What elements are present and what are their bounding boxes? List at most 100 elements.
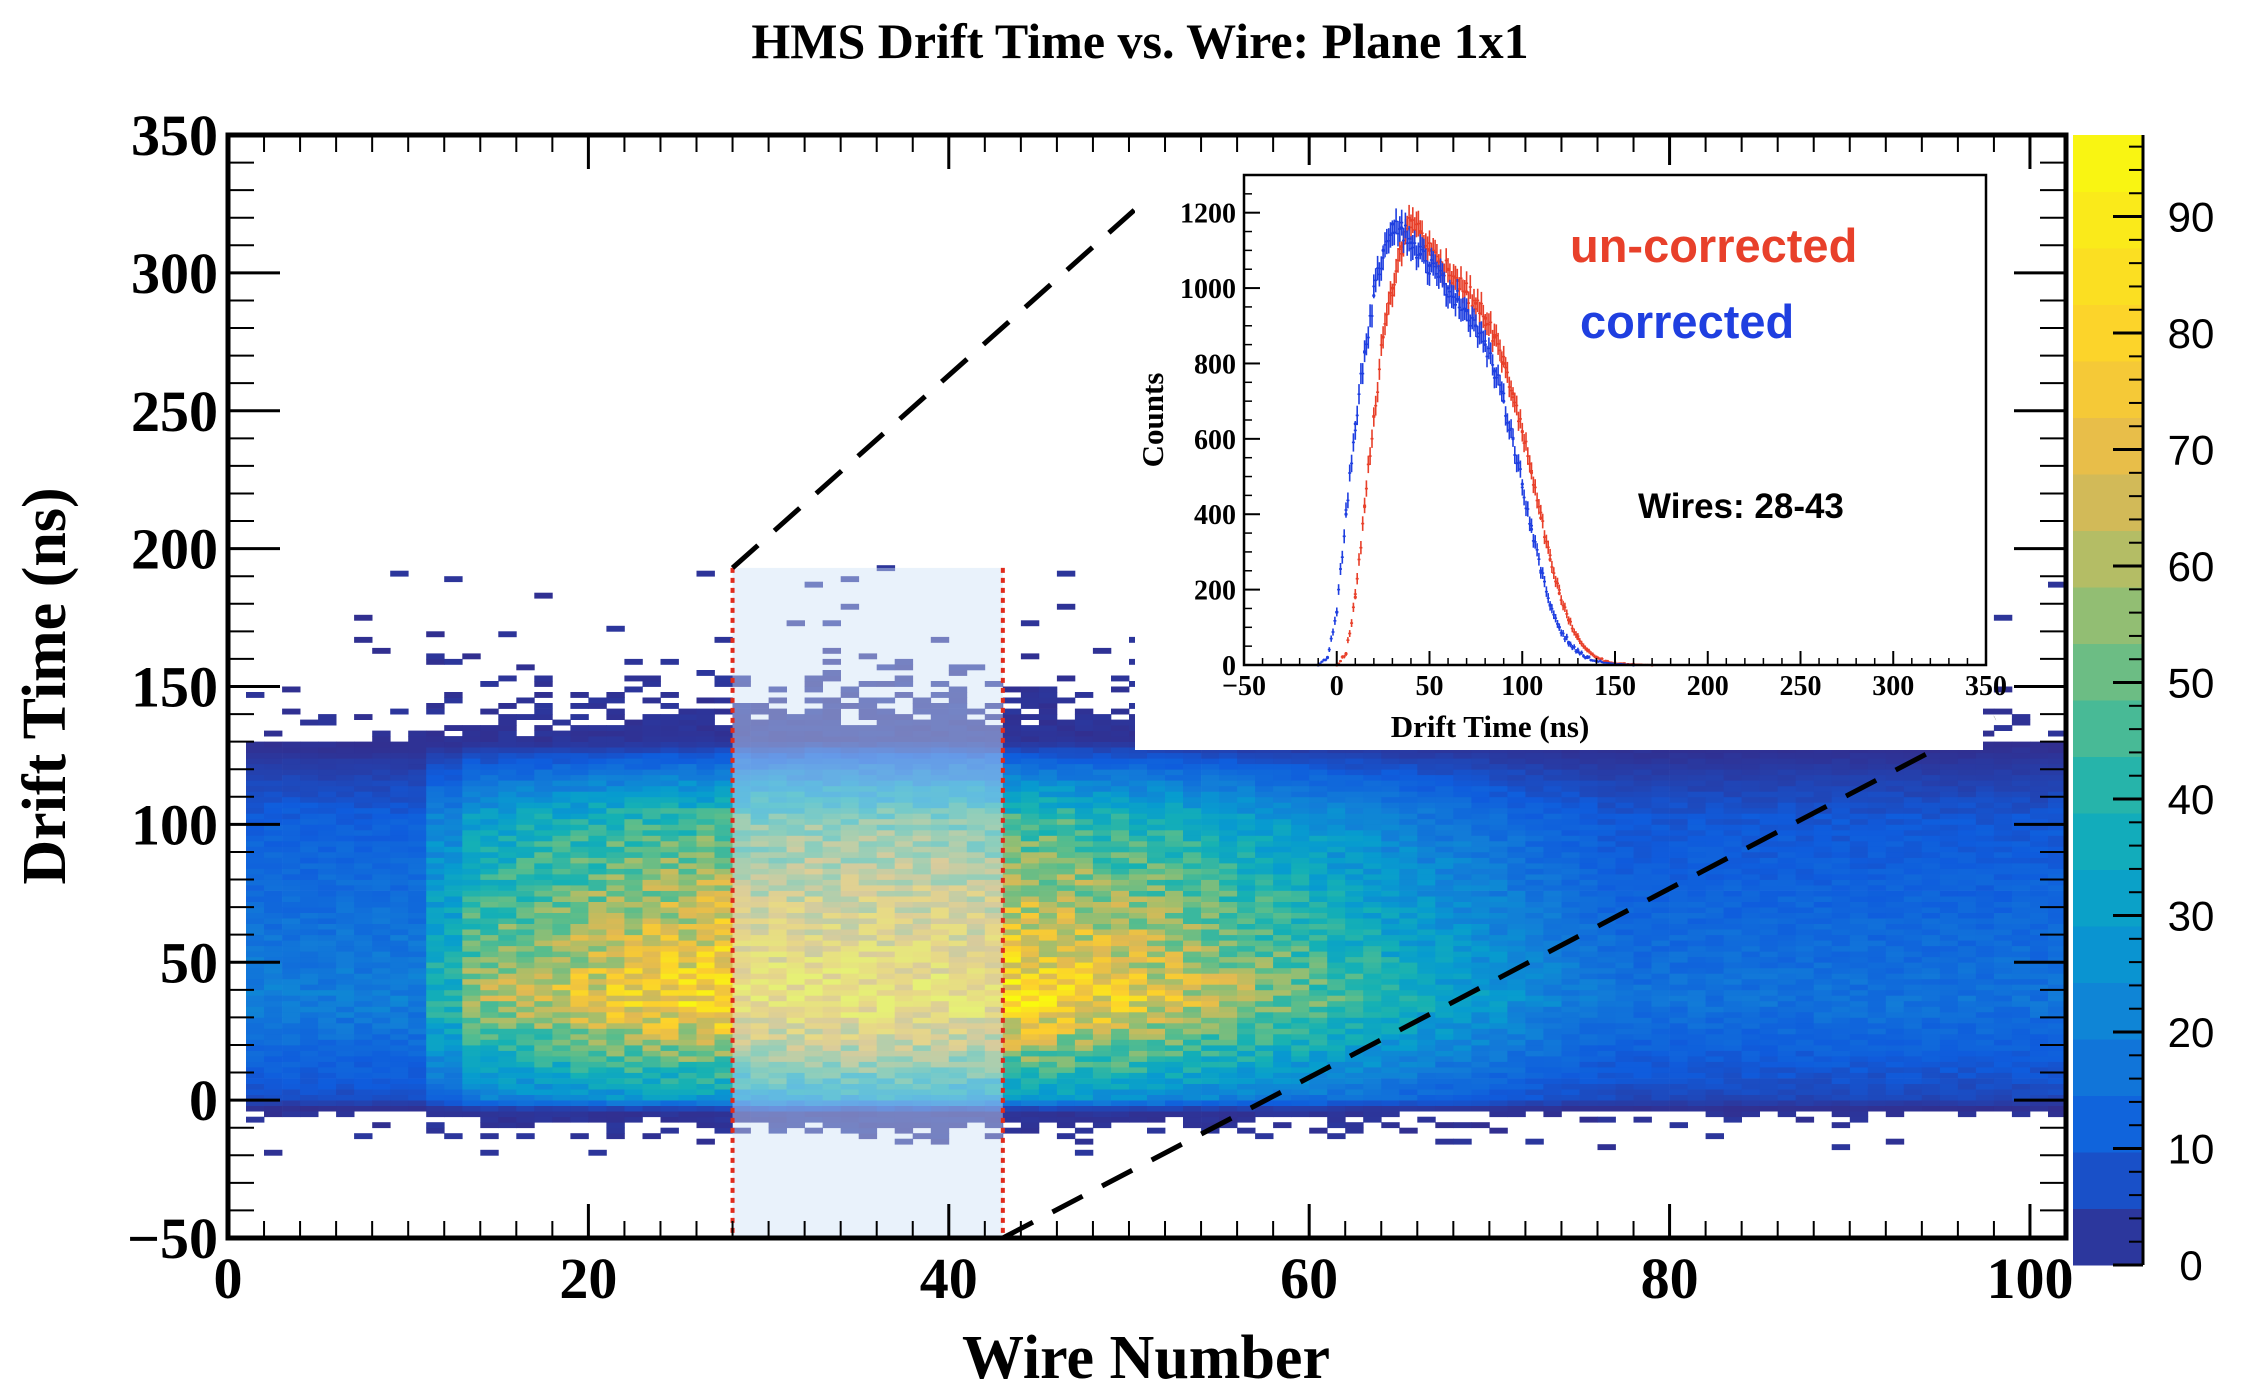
heatmap-cell [264, 1028, 283, 1035]
heatmap-cell [516, 885, 535, 891]
heatmap-cell [282, 857, 301, 864]
heatmap-cell [876, 995, 896, 1002]
heatmap-cell [1165, 1011, 1184, 1018]
heatmap-cell [444, 1133, 463, 1140]
heatmap-cell [372, 918, 391, 924]
heatmap-cell [858, 1039, 878, 1046]
heatmap-cell [912, 780, 932, 787]
heatmap-cell [516, 951, 535, 958]
heatmap-cell [390, 984, 409, 991]
heatmap-cell [570, 1111, 589, 1118]
heatmap-cell [1363, 1011, 1382, 1018]
heatmap-cell [786, 736, 805, 742]
heatmap-cell [1363, 785, 1382, 792]
heatmap-cell [516, 791, 535, 798]
heatmap-cell [480, 923, 499, 930]
heatmap-cell [1183, 863, 1202, 869]
heatmap-cell [1183, 962, 1202, 969]
heatmap-cell [822, 846, 841, 853]
heatmap-cell [354, 923, 373, 930]
heatmap-cell [1327, 874, 1346, 880]
heatmap-cell [1381, 984, 1400, 991]
heatmap-cell [876, 807, 896, 814]
heatmap-cell [1201, 896, 1220, 902]
heatmap-cell [678, 1061, 697, 1068]
heatmap-cell [732, 846, 751, 853]
heatmap-cell [318, 901, 337, 908]
heatmap-cell [678, 796, 697, 803]
heatmap-cell [336, 962, 355, 969]
heatmap-cell [588, 1100, 607, 1106]
heatmap-cell [1129, 763, 1148, 770]
heatmap-cell [1345, 1061, 1364, 1068]
heatmap-cell [840, 692, 860, 698]
heatmap-cell [984, 813, 1004, 820]
heatmap-cell [1291, 829, 1310, 836]
heatmap-cell [1309, 824, 1328, 831]
heatmap-cell [1201, 1033, 1220, 1040]
heatmap-cell [1273, 1078, 1292, 1084]
heatmap-cell [1201, 901, 1220, 908]
heatmap-cell [678, 995, 697, 1002]
heatmap-cell [1309, 879, 1328, 886]
heatmap-cell [966, 951, 986, 958]
heatmap-cell [624, 1033, 643, 1040]
heatmap-cell [840, 951, 860, 958]
heatmap-cell [606, 741, 625, 748]
heatmap-cell [786, 1011, 805, 1018]
heatmap-cell [822, 725, 841, 731]
heatmap-cell [1255, 973, 1274, 980]
heatmap-cell [1092, 863, 1112, 869]
heatmap-cell [894, 940, 914, 947]
heatmap-cell [1038, 769, 1058, 776]
heatmap-cell [948, 896, 968, 902]
heatmap-cell [1273, 1050, 1292, 1057]
heatmap-cell [282, 929, 301, 936]
heatmap-cell [1201, 934, 1220, 941]
heatmap-cell [480, 1067, 499, 1073]
heatmap-cell [1273, 846, 1292, 853]
heatmap-cell [912, 1133, 932, 1140]
heatmap-cell [426, 1105, 445, 1112]
heatmap-cell [1327, 796, 1346, 803]
heatmap-cell [1074, 962, 1094, 969]
heatmap-cell [354, 1022, 373, 1029]
heatmap-cell [642, 824, 661, 831]
heatmap-cell [678, 802, 697, 809]
heatmap-cell [264, 807, 283, 814]
heatmap-cell [354, 874, 373, 880]
heatmap-cell [1038, 896, 1058, 902]
heatmap-cell [1111, 1100, 1130, 1106]
heatmap-cell [1309, 1072, 1328, 1079]
heatmap-cell [1165, 907, 1184, 913]
heatmap-cell [1291, 945, 1310, 952]
heatmap-cell [948, 874, 968, 880]
heatmap-cell [1363, 1116, 1382, 1123]
heatmap-cell [1165, 1089, 1184, 1095]
heatmap-cell [1129, 1072, 1148, 1079]
heatmap-cell [534, 874, 553, 880]
heatmap-cell [642, 719, 661, 726]
heatmap-cell [858, 978, 878, 985]
heatmap-cell [1363, 840, 1382, 847]
heatmap-cell [1129, 989, 1148, 996]
heatmap-cell [390, 857, 409, 864]
heatmap-cell [804, 763, 823, 770]
heatmap-cell [768, 785, 787, 792]
heatmap-cell [858, 874, 878, 880]
heatmap-cell [1129, 962, 1148, 969]
heatmap-cell [1291, 802, 1310, 809]
heatmap-cell [1381, 1028, 1400, 1035]
heatmap-cell [462, 824, 481, 831]
heatmap-cell [282, 890, 301, 897]
heatmap-cell [588, 1050, 607, 1057]
heatmap-cell [318, 907, 337, 913]
heatmap-cell [642, 796, 661, 803]
heatmap-cell [1201, 1100, 1220, 1106]
heatmap-cell [534, 824, 553, 831]
heatmap-cell [1345, 929, 1364, 936]
heatmap-cell [894, 934, 914, 941]
heatmap-cell [750, 967, 769, 974]
heatmap-cell [1074, 852, 1094, 858]
heatmap-cell [606, 692, 625, 698]
